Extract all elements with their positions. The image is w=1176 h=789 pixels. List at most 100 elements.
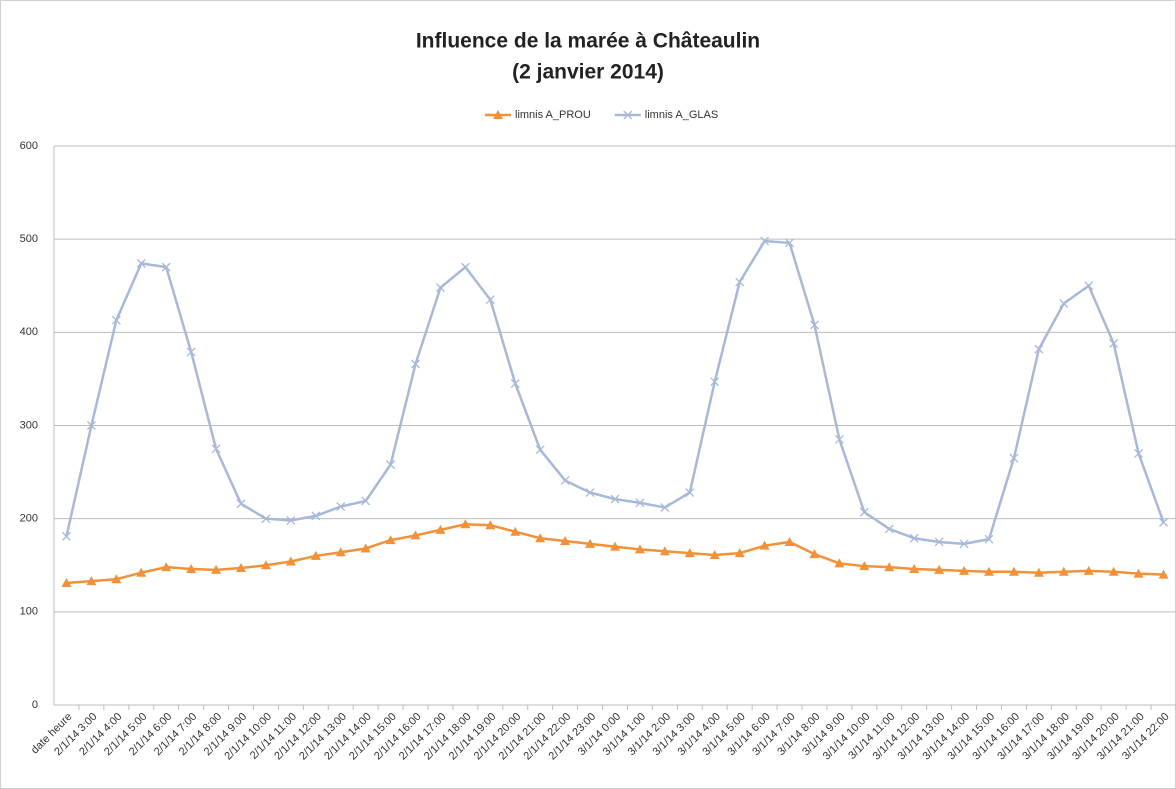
point-marker xyxy=(1008,566,1019,576)
point-marker xyxy=(959,539,969,549)
point-marker xyxy=(260,560,271,570)
point-marker xyxy=(659,546,670,556)
point-marker xyxy=(1109,339,1119,348)
point-marker xyxy=(734,548,745,558)
point-marker xyxy=(635,498,645,508)
point-marker xyxy=(1108,566,1119,576)
point-marker xyxy=(460,519,471,529)
point-marker xyxy=(311,511,321,521)
point-marker xyxy=(510,526,521,536)
point-marker xyxy=(211,444,221,454)
point-marker xyxy=(859,561,870,571)
y-tick-label: 400 xyxy=(20,326,38,338)
y-tick-label: 600 xyxy=(20,140,38,152)
point-marker xyxy=(710,377,720,387)
point-marker xyxy=(161,562,172,572)
point-marker xyxy=(436,283,445,293)
point-marker xyxy=(1058,566,1069,576)
point-marker xyxy=(934,564,945,574)
point-marker xyxy=(585,488,595,498)
point-marker xyxy=(86,421,96,430)
point-marker xyxy=(834,558,845,568)
legend-marker xyxy=(493,110,503,119)
point-marker xyxy=(1034,344,1044,354)
point-marker xyxy=(236,563,246,573)
point-marker xyxy=(186,563,197,573)
point-marker xyxy=(236,499,246,509)
point-marker xyxy=(186,347,196,357)
y-tick-label: 200 xyxy=(20,513,38,525)
point-marker xyxy=(335,547,346,557)
point-marker xyxy=(460,262,470,272)
point-marker xyxy=(361,496,371,506)
point-marker xyxy=(1033,567,1044,577)
point-marker xyxy=(161,262,171,272)
point-marker xyxy=(709,550,720,560)
point-marker xyxy=(1134,448,1144,458)
y-tick-label: 100 xyxy=(20,606,38,618)
point-marker xyxy=(809,549,820,559)
point-marker xyxy=(261,514,271,524)
point-marker xyxy=(560,536,571,546)
point-marker xyxy=(386,460,396,470)
point-marker xyxy=(535,533,546,543)
point-marker xyxy=(785,238,794,248)
point-marker xyxy=(934,537,944,547)
point-marker xyxy=(784,536,795,546)
point-marker xyxy=(660,503,670,512)
point-marker xyxy=(360,543,371,553)
point-marker xyxy=(336,502,346,512)
point-marker xyxy=(834,435,844,444)
point-marker xyxy=(411,359,420,369)
y-tick-label: 0 xyxy=(32,699,38,711)
point-marker xyxy=(859,507,869,517)
point-marker xyxy=(909,533,919,543)
y-tick-label: 300 xyxy=(20,419,38,431)
point-marker xyxy=(211,564,222,574)
point-marker xyxy=(685,488,695,498)
point-marker xyxy=(909,563,920,573)
chart-title: Influence de la marée à Châteaulin xyxy=(416,30,760,53)
point-marker xyxy=(735,277,745,287)
point-marker xyxy=(1009,453,1019,463)
point-marker xyxy=(485,295,495,305)
point-marker xyxy=(1133,568,1144,578)
point-marker xyxy=(684,548,695,558)
point-marker xyxy=(310,550,321,560)
point-marker xyxy=(510,379,520,389)
point-marker xyxy=(385,535,396,545)
point-marker xyxy=(610,494,620,504)
point-marker xyxy=(435,524,446,534)
point-marker xyxy=(61,577,72,587)
point-marker xyxy=(884,524,894,534)
point-marker xyxy=(959,565,970,575)
point-marker xyxy=(62,531,71,541)
point-marker xyxy=(1083,565,1094,575)
point-marker xyxy=(136,258,146,268)
point-marker xyxy=(760,236,770,246)
point-marker xyxy=(585,538,596,548)
point-marker xyxy=(610,541,620,551)
point-marker xyxy=(759,540,770,550)
point-marker xyxy=(485,520,496,530)
point-marker xyxy=(410,530,421,540)
point-marker xyxy=(86,576,97,586)
point-marker xyxy=(984,534,994,544)
chart-subtitle: (2 janvier 2014) xyxy=(512,61,664,84)
legend-label: limnis A_PROU xyxy=(515,109,591,121)
point-marker xyxy=(1158,569,1169,579)
point-marker xyxy=(286,516,296,525)
y-tick-label: 500 xyxy=(20,233,38,245)
point-marker xyxy=(560,476,570,485)
legend-label: limnis A_GLAS xyxy=(645,109,718,121)
point-marker xyxy=(1084,281,1094,291)
point-marker xyxy=(111,315,121,325)
point-marker xyxy=(535,445,545,455)
point-marker xyxy=(634,544,645,554)
point-marker xyxy=(884,562,895,572)
point-marker xyxy=(111,574,122,584)
legend-marker xyxy=(623,110,633,120)
point-marker xyxy=(1159,517,1168,527)
